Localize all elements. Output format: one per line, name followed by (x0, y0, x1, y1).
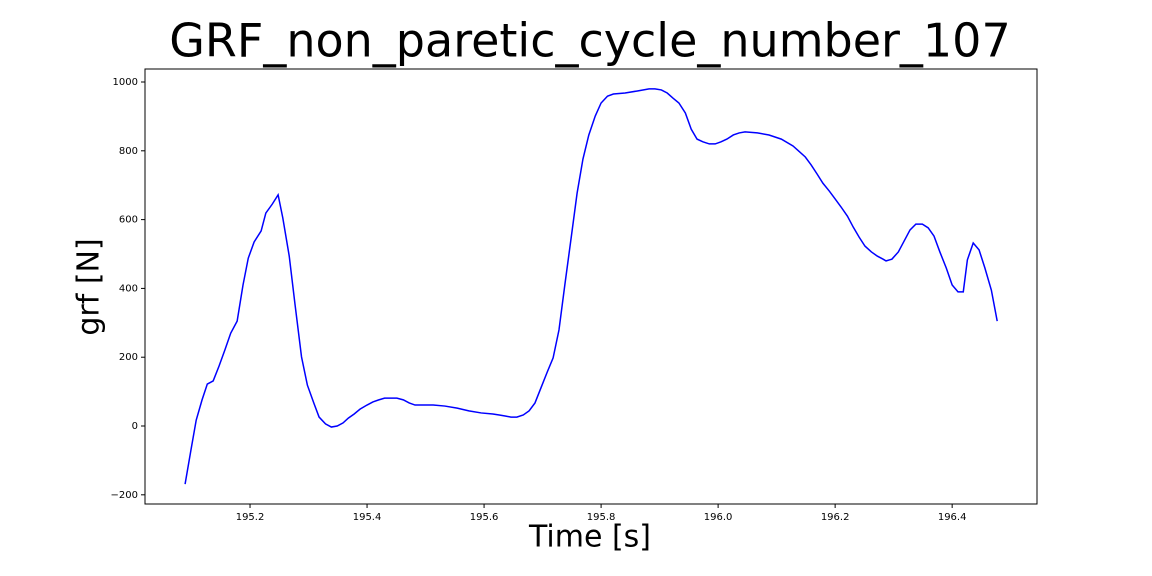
chart-title: GRF_non_paretic_cycle_number_107 (169, 14, 1010, 68)
x-tick-label: 195.6 (470, 512, 499, 523)
x-tick-label: 195.4 (353, 512, 382, 523)
x-axis-label: Time [s] (528, 520, 651, 555)
y-tick-label: 0 (132, 421, 138, 432)
x-tick-label: 196.2 (821, 512, 850, 523)
x-tick-label: 195.8 (587, 512, 616, 523)
y-tick-label: 1000 (113, 77, 138, 88)
y-tick-label: −200 (111, 490, 138, 501)
x-tick-label: 196.4 (938, 512, 967, 523)
y-tick-label: 200 (119, 352, 138, 363)
y-axis-label: grf [N] (72, 238, 107, 335)
plot-frame (144, 68, 1038, 505)
x-tick-label: 196.0 (704, 512, 733, 523)
y-tick-label: 400 (119, 283, 138, 294)
x-tick-label: 195.2 (236, 512, 265, 523)
y-tick-label: 800 (119, 146, 138, 157)
y-tick-label: 600 (119, 215, 138, 226)
data-line (184, 88, 998, 485)
